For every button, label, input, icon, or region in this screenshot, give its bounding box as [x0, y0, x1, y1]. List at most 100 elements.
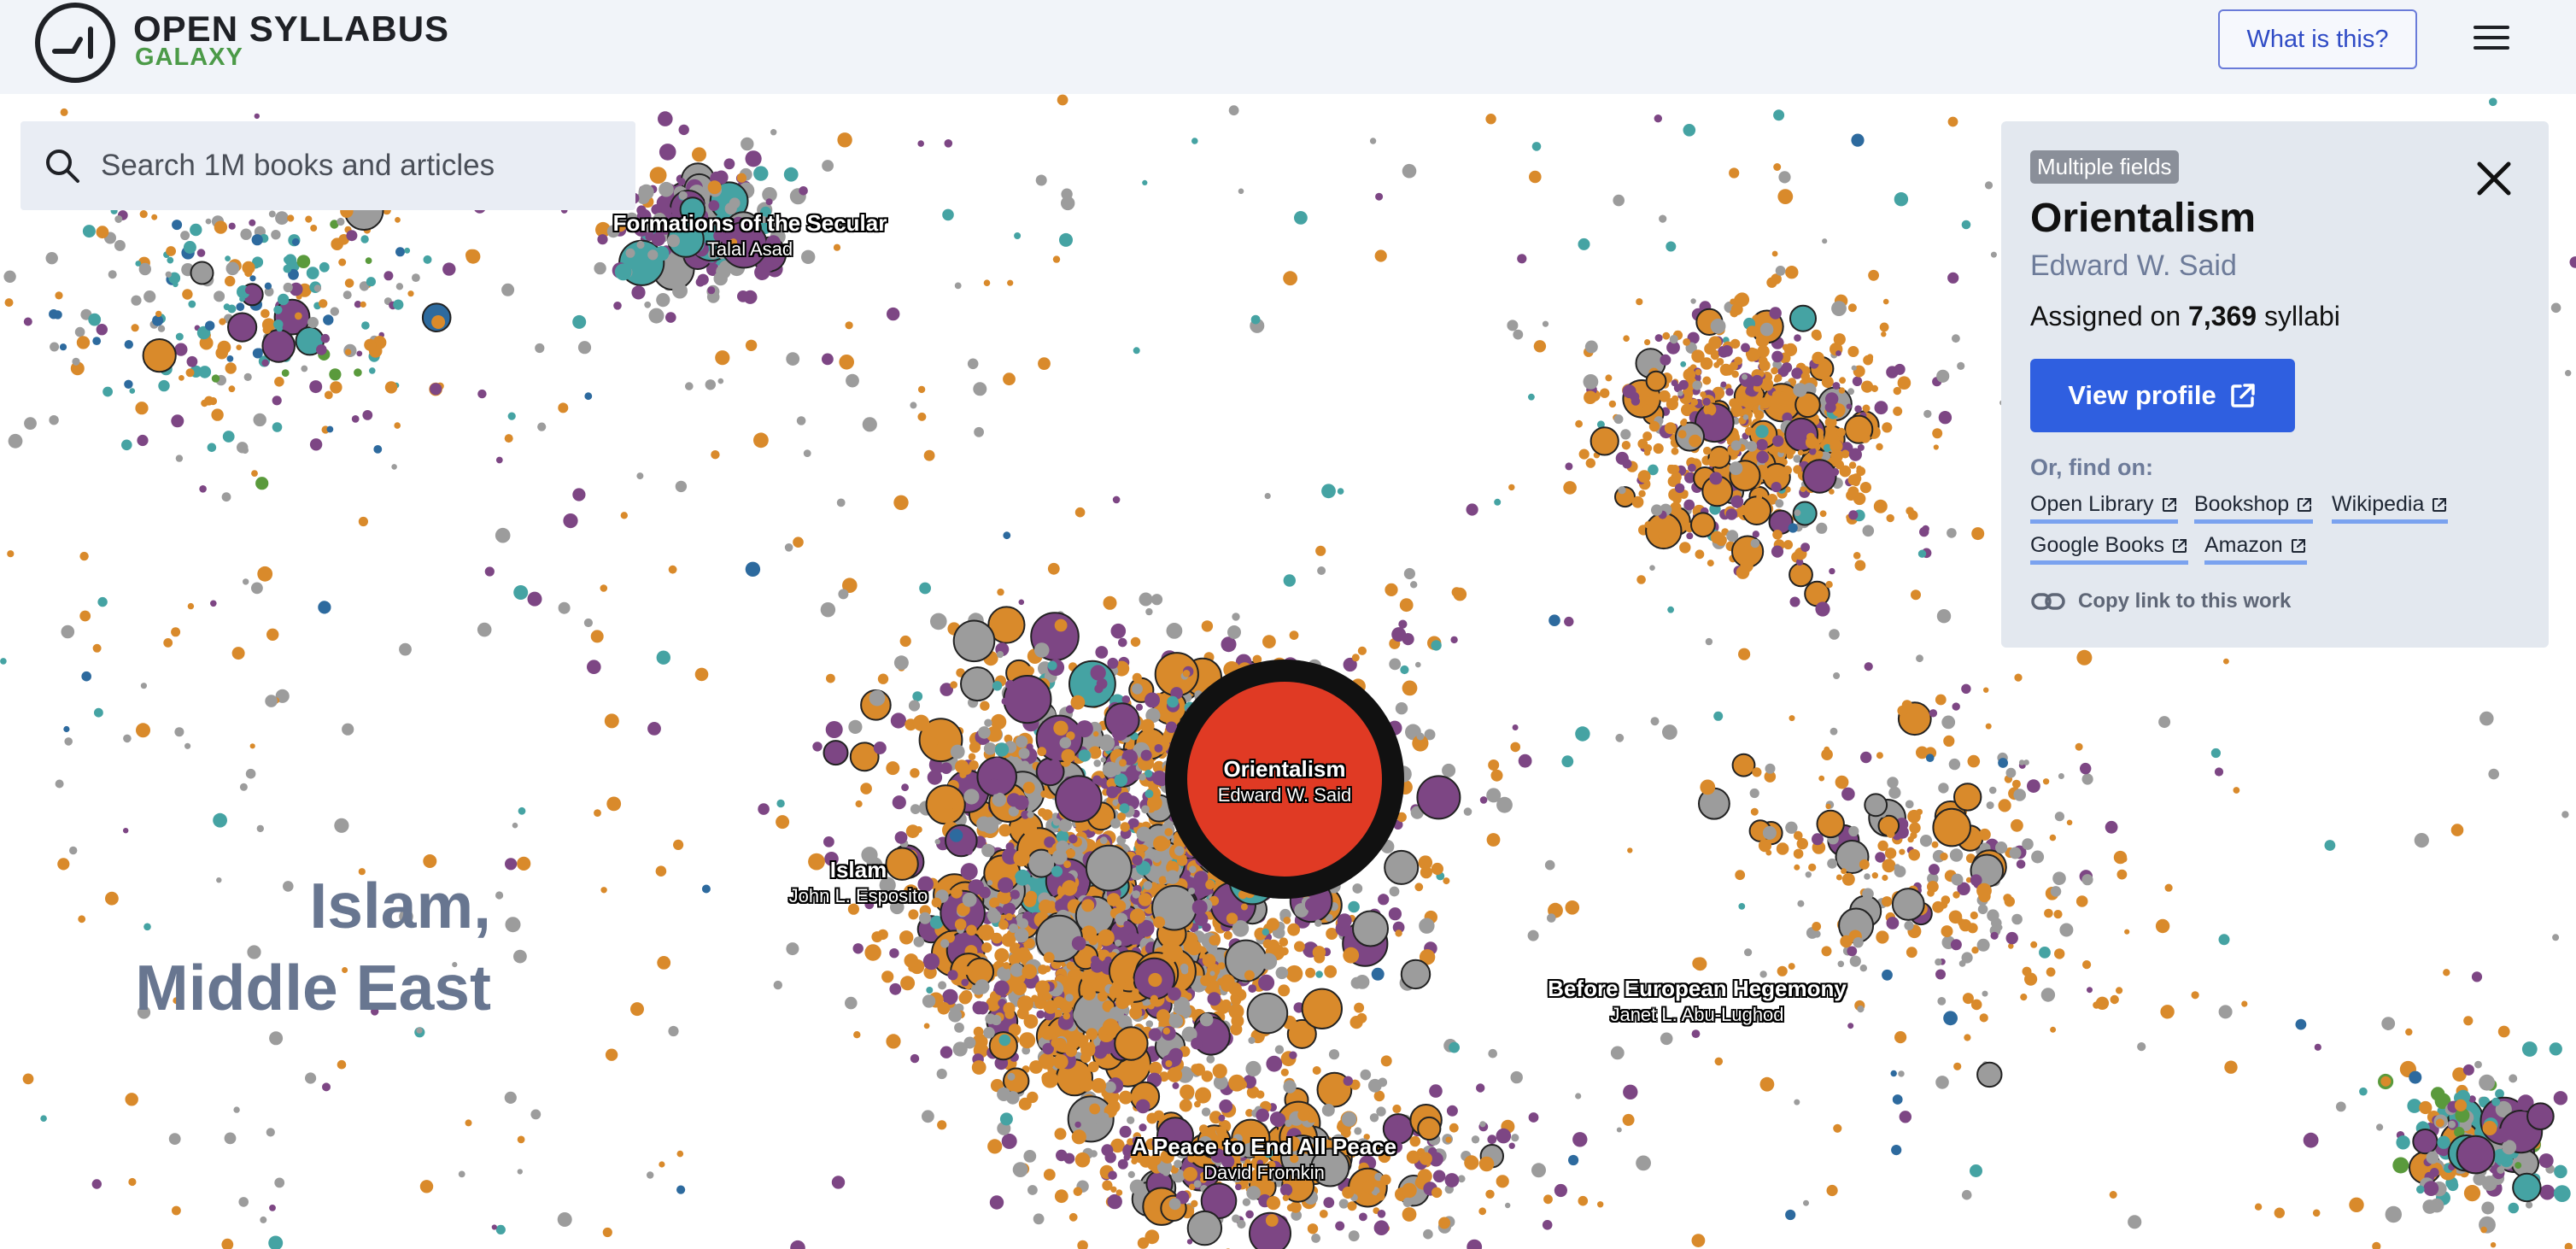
google-books-link[interactable]: Google Books	[2030, 533, 2189, 565]
map-point[interactable]	[1928, 864, 1940, 876]
map-point[interactable]	[1287, 923, 1300, 936]
map-point[interactable]	[1793, 848, 1804, 859]
map-point[interactable]	[1027, 1185, 1038, 1195]
map-point[interactable]	[697, 273, 709, 285]
map-point[interactable]	[2224, 1060, 2238, 1074]
map-point[interactable]	[1325, 913, 1333, 922]
map-point[interactable]	[2381, 1017, 2396, 1030]
map-point[interactable]	[507, 412, 516, 420]
map-point[interactable]	[1055, 900, 1063, 908]
map-point[interactable]	[889, 982, 902, 995]
map-point[interactable]	[2233, 787, 2240, 794]
map-point[interactable]	[484, 566, 495, 577]
map-point[interactable]	[999, 1112, 1013, 1126]
map-point[interactable]	[1398, 619, 1408, 629]
map-point[interactable]	[2509, 1074, 2518, 1083]
map-point[interactable]	[211, 374, 220, 383]
map-point[interactable]	[1990, 931, 1999, 940]
map-point[interactable]	[986, 778, 1002, 795]
map-point[interactable]	[960, 666, 995, 702]
map-point[interactable]	[1206, 1054, 1215, 1064]
map-point[interactable]	[1266, 1196, 1281, 1211]
map-point[interactable]	[1256, 1090, 1265, 1099]
map-point[interactable]	[1771, 350, 1783, 363]
map-point[interactable]	[694, 667, 709, 682]
map-point[interactable]	[1825, 581, 1833, 589]
map-point[interactable]	[1738, 903, 1746, 910]
map-point[interactable]	[1674, 483, 1685, 494]
map-point[interactable]	[2020, 994, 2028, 1001]
map-point[interactable]	[1416, 775, 1461, 820]
map-point[interactable]	[330, 381, 342, 394]
map-point[interactable]	[1886, 830, 1895, 838]
map-point[interactable]	[1314, 919, 1322, 927]
map-point[interactable]	[1182, 670, 1191, 677]
map-point[interactable]	[1132, 988, 1139, 996]
map-point[interactable]	[1389, 658, 1402, 671]
map-point[interactable]	[123, 828, 129, 834]
map-point[interactable]	[1209, 970, 1215, 976]
map-point[interactable]	[1118, 1090, 1133, 1105]
map-point[interactable]	[1351, 654, 1360, 662]
map-point[interactable]	[1824, 402, 1836, 413]
map-point[interactable]	[211, 408, 224, 421]
map-point[interactable]	[1690, 398, 1699, 406]
map-point[interactable]	[1110, 818, 1121, 829]
map-point[interactable]	[1508, 484, 1515, 491]
map-point[interactable]	[172, 220, 183, 231]
map-point[interactable]	[1985, 723, 1992, 730]
map-point[interactable]	[79, 610, 91, 622]
map-point[interactable]	[1250, 314, 1261, 325]
map-point[interactable]	[889, 948, 899, 959]
map-point[interactable]	[1995, 841, 2008, 854]
map-point[interactable]	[1022, 820, 1038, 836]
map-point[interactable]	[838, 589, 849, 600]
map-point[interactable]	[1258, 974, 1275, 991]
map-point[interactable]	[1771, 545, 1784, 558]
map-point[interactable]	[981, 817, 999, 834]
map-point[interactable]	[92, 643, 102, 653]
map-point[interactable]	[430, 383, 442, 396]
map-point[interactable]	[1240, 903, 1248, 911]
map-point[interactable]	[361, 321, 370, 330]
map-point[interactable]	[1156, 1009, 1170, 1023]
map-point[interactable]	[1074, 1152, 1091, 1168]
map-point[interactable]	[1831, 301, 1847, 316]
map-point[interactable]	[723, 158, 735, 170]
map-point[interactable]	[251, 470, 258, 477]
map-point[interactable]	[2497, 1166, 2505, 1174]
map-point[interactable]	[594, 261, 606, 275]
map-point[interactable]	[1289, 630, 1299, 640]
map-point[interactable]	[1429, 1084, 1443, 1098]
map-point[interactable]	[1854, 560, 1866, 572]
map-point[interactable]	[1899, 848, 1906, 855]
map-point[interactable]	[131, 324, 139, 332]
map-point[interactable]	[1658, 390, 1671, 402]
map-point[interactable]	[673, 270, 683, 280]
map-point[interactable]	[1692, 380, 1702, 390]
map-point[interactable]	[1352, 910, 1389, 947]
map-point[interactable]	[881, 970, 894, 983]
map-point[interactable]	[1773, 109, 1785, 121]
map-point[interactable]	[1176, 855, 1188, 866]
map-point[interactable]	[2508, 1202, 2520, 1214]
map-point[interactable]	[904, 953, 919, 968]
map-point[interactable]	[1077, 1240, 1088, 1249]
map-point[interactable]	[214, 290, 225, 302]
map-point[interactable]	[2031, 850, 2045, 864]
map-point[interactable]	[2479, 711, 2494, 726]
map-point[interactable]	[442, 262, 456, 276]
map-point[interactable]	[1003, 962, 1010, 970]
map-point[interactable]	[1847, 946, 1858, 957]
map-point[interactable]	[1419, 949, 1436, 965]
map-point[interactable]	[936, 1068, 947, 1080]
map-point[interactable]	[1096, 1118, 1104, 1126]
map-point[interactable]	[1712, 349, 1719, 356]
map-point[interactable]	[1023, 1150, 1037, 1163]
map-point[interactable]	[786, 352, 800, 366]
map-point[interactable]	[790, 1240, 805, 1249]
map-point[interactable]	[2412, 1129, 2438, 1155]
map-point[interactable]	[620, 512, 628, 519]
map-point[interactable]	[1467, 1239, 1483, 1249]
map-point[interactable]	[1849, 955, 1861, 967]
